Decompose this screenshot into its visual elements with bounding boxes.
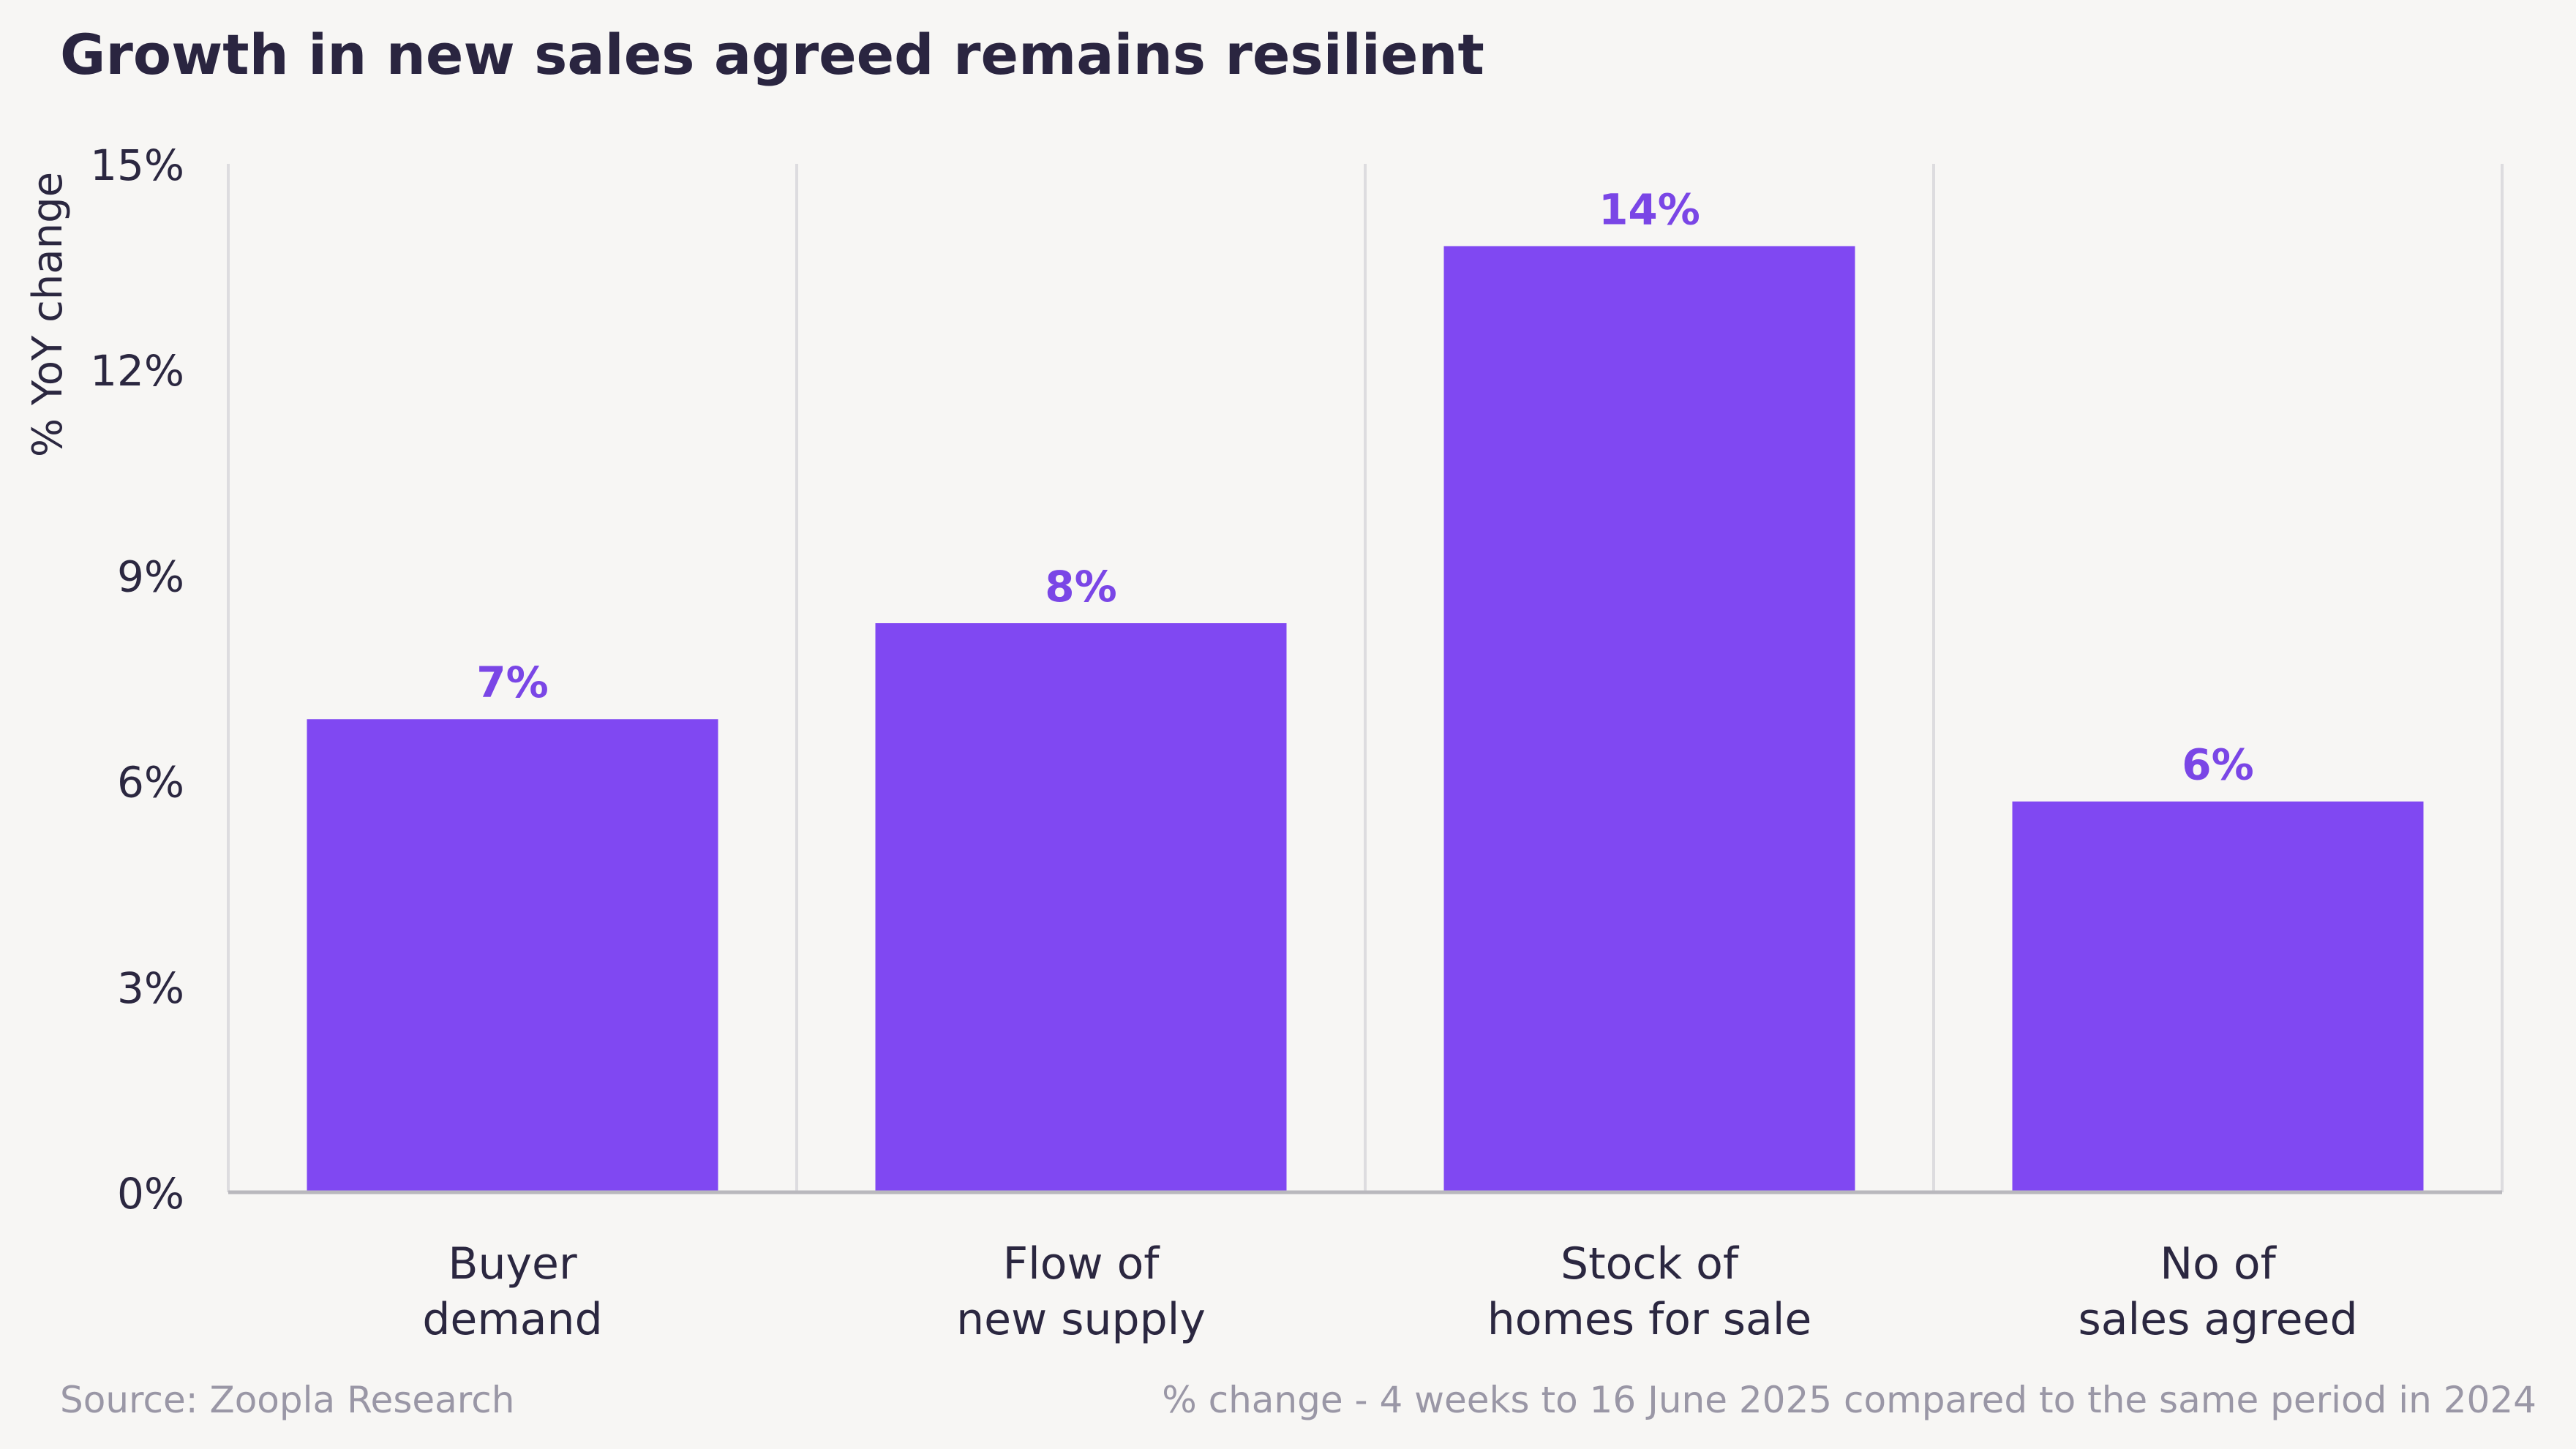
bars [307, 246, 2424, 1193]
x-tick-label: new supply [956, 1294, 1206, 1345]
chart-title: Growth in new sales agreed remains resil… [60, 22, 1484, 87]
y-tick-label: 9% [117, 552, 184, 601]
source-note: Source: Zoopla Research [60, 1379, 515, 1421]
period-note: % change - 4 weeks to 16 June 2025 compa… [1162, 1379, 2536, 1421]
bar [307, 719, 718, 1192]
bar [2012, 801, 2424, 1192]
data-label: 14% [1599, 184, 1700, 234]
y-tick-label: 0% [117, 1169, 184, 1219]
y-tick-label: 6% [117, 758, 184, 808]
y-axis-ticks: 0% 3% 6% 9% 12% 15% [90, 140, 184, 1219]
data-labels: 7% 8% 14% 6% [476, 184, 2253, 789]
x-tick-label: sales agreed [2078, 1294, 2357, 1345]
x-tick-label: Flow of [1003, 1238, 1161, 1290]
x-tick-label: demand [422, 1294, 602, 1345]
grid-lines [227, 164, 2504, 1192]
data-label: 8% [1045, 562, 1116, 611]
y-tick-label: 15% [90, 140, 184, 190]
bar [875, 623, 1287, 1192]
data-label: 7% [476, 658, 548, 707]
y-tick-label: 3% [117, 963, 184, 1013]
bar [1443, 246, 1855, 1193]
x-tick-label: Buyer [448, 1238, 577, 1290]
data-label: 6% [2182, 740, 2253, 790]
y-axis-label: % YoY change [24, 172, 72, 457]
x-tick-label: homes for sale [1487, 1294, 1812, 1345]
x-tick-label: Stock of [1561, 1238, 1740, 1290]
y-tick-label: 12% [90, 346, 184, 396]
x-tick-label: No of [2160, 1238, 2277, 1290]
